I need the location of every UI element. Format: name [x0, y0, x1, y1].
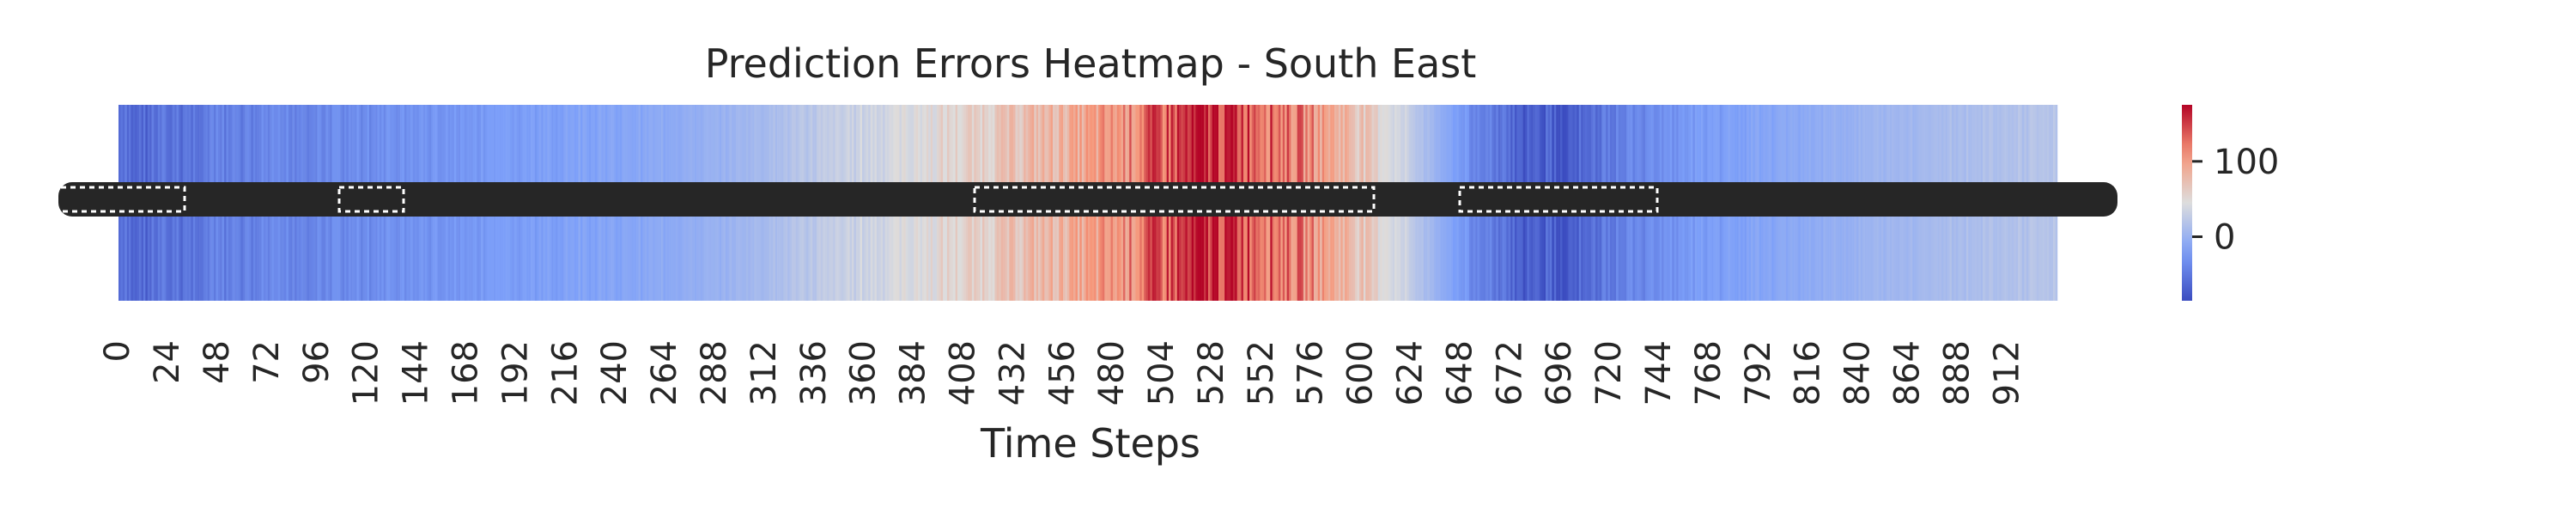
x-tick-label: 288 — [695, 340, 734, 406]
x-tick-label: 840 — [1838, 340, 1878, 406]
x-tick-label: 744 — [1639, 340, 1679, 406]
x-tick-label: 792 — [1739, 340, 1778, 406]
x-tick-label: 864 — [1888, 340, 1928, 406]
x-tick-label: 72 — [247, 340, 287, 384]
x-tick-label: 24 — [148, 340, 187, 384]
chart-title: Prediction Errors Heatmap - South East — [705, 40, 1477, 87]
annotation-cluster — [1458, 186, 1659, 213]
colorbar — [2182, 105, 2192, 301]
x-tick-label: 96 — [297, 340, 337, 384]
x-tick-label: 912 — [1987, 340, 2026, 406]
annotation-cluster — [973, 186, 1376, 213]
colorbar-tick-label: 0 — [2214, 218, 2235, 258]
x-tick-label: 480 — [1092, 340, 1132, 406]
x-tick-label: 48 — [197, 340, 237, 384]
x-tick-label: 0 — [98, 340, 137, 362]
cell-annotations — [50, 182, 2117, 217]
x-tick-label: 216 — [545, 340, 585, 406]
x-tick-label: 120 — [347, 340, 386, 406]
x-tick-label: 264 — [645, 340, 684, 406]
x-tick-label: 432 — [993, 340, 1032, 406]
x-tick-label: 336 — [794, 340, 834, 406]
x-tick-label: 312 — [744, 340, 784, 406]
x-axis-ticks: 0 24 48 72 96 120 144 168 192 216 240 264 288 312 336 3… — [98, 340, 2026, 406]
x-tick-label: 360 — [844, 340, 884, 406]
x-tick-label: 192 — [495, 340, 535, 406]
x-tick-label: 624 — [1391, 340, 1431, 406]
annotation-cluster — [337, 186, 405, 213]
x-tick-label: 408 — [944, 340, 983, 406]
x-tick-label: 528 — [1192, 340, 1231, 406]
x-tick-label: 696 — [1540, 340, 1579, 406]
annotation-band — [58, 182, 2117, 217]
x-tick-label: 240 — [595, 340, 635, 406]
x-tick-label: 888 — [1937, 340, 1977, 406]
x-tick-label: 504 — [1142, 340, 1182, 406]
annotation-cluster — [50, 186, 186, 213]
x-tick-label: 552 — [1242, 340, 1281, 406]
x-tick-label: 648 — [1440, 340, 1479, 406]
x-tick-label: 720 — [1589, 340, 1629, 406]
x-tick-label: 168 — [447, 340, 486, 406]
x-tick-label: 768 — [1689, 340, 1728, 406]
x-tick-label: 672 — [1490, 340, 1529, 406]
x-tick-label: 384 — [894, 340, 933, 406]
x-tick-label: 816 — [1789, 340, 1828, 406]
x-tick-label: 600 — [1341, 340, 1381, 406]
colorbar-tick-label: 100 — [2214, 143, 2279, 182]
x-tick-label: 576 — [1291, 340, 1331, 406]
x-tick-label: 144 — [397, 340, 436, 406]
x-axis-label: Time Steps — [980, 420, 1200, 467]
x-tick-label: 456 — [1042, 340, 1082, 406]
colorbar-ticks: 0 100 — [2192, 143, 2279, 258]
